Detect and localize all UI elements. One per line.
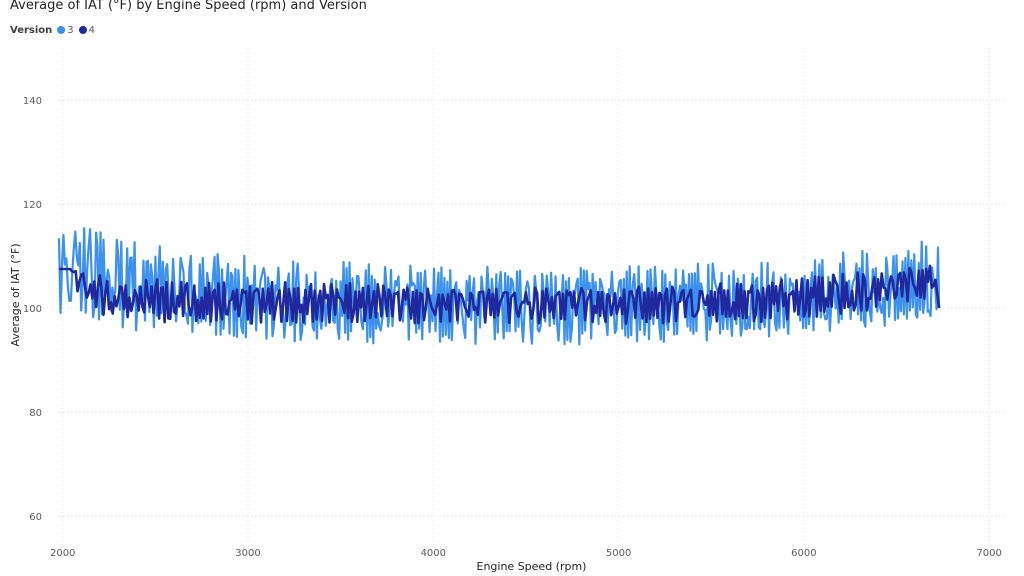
legend: Version 3 4	[10, 23, 100, 37]
legend-item-version-4[interactable]: 4	[78, 24, 96, 36]
legend-item-version-3[interactable]: 3	[57, 24, 74, 36]
x-tick-label: 6000	[791, 548, 816, 559]
x-tick-label: 7000	[976, 548, 1001, 559]
legend-title: Version	[10, 24, 53, 36]
series-line-version-3[interactable]	[57, 227, 941, 346]
axis-tick-labels: 60 80 100 120 140 2000 3000 4000 5000 6000 7000	[23, 96, 1002, 559]
x-tick-label: 2000	[50, 548, 75, 559]
x-tick-label: 4000	[421, 548, 446, 559]
legend-swatch-version-3	[57, 26, 66, 34]
legend-label-version-4: 4	[88, 24, 96, 36]
series-lines	[57, 227, 941, 346]
legend-label-version-3: 3	[67, 24, 74, 36]
legend-swatch-version-4	[78, 26, 87, 34]
y-tick-label: 140	[23, 96, 42, 107]
y-tick-label: 60	[29, 512, 42, 523]
y-tick-label: 100	[23, 304, 42, 315]
x-tick-label: 3000	[235, 548, 260, 559]
x-axis-title: Engine Speed (rpm)	[477, 560, 587, 573]
y-tick-label: 120	[23, 200, 42, 211]
series-line-version-4[interactable]	[59, 264, 941, 325]
x-tick-label: 5000	[606, 548, 631, 559]
chart-title: Average of IAT (°F) by Engine Speed (rpm…	[10, 0, 367, 13]
y-axis-title: Average of IAT (°F)	[9, 243, 22, 346]
y-tick-label: 80	[29, 408, 42, 419]
